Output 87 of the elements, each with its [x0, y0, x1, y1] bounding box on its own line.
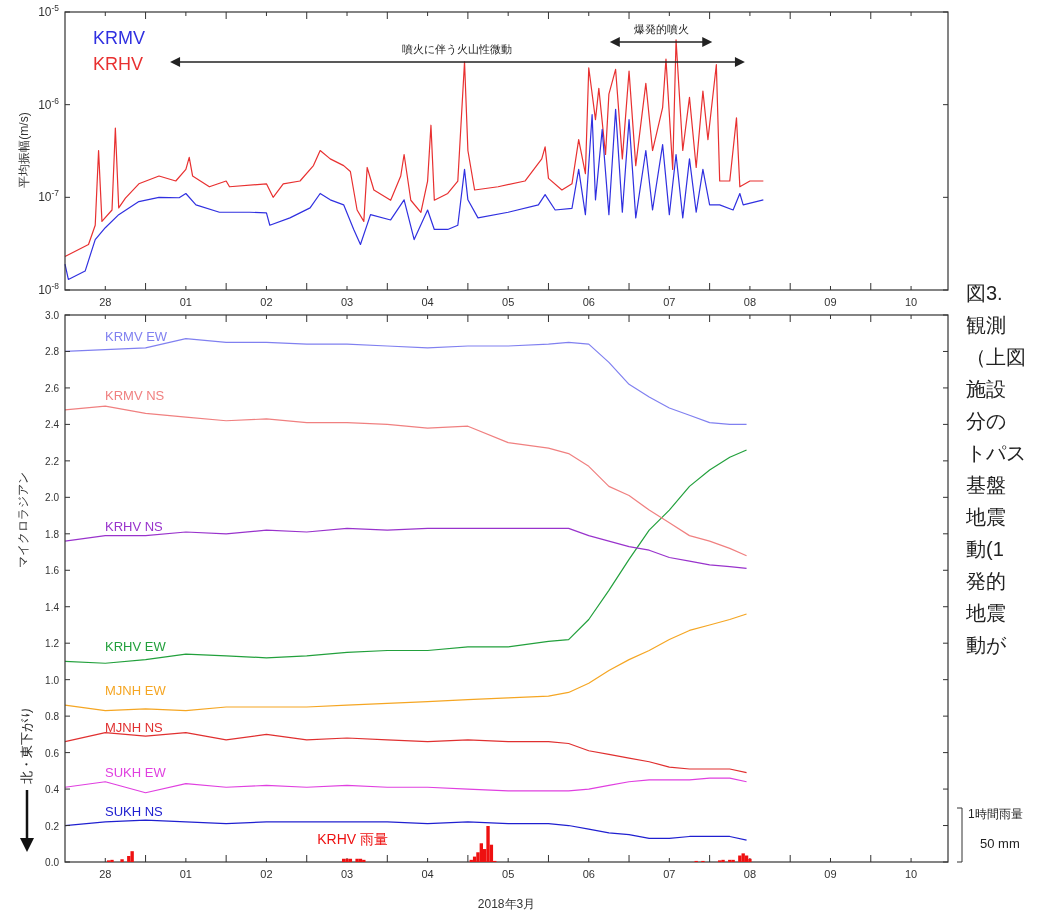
x-tick-label: 06 — [582, 296, 595, 308]
x-tick-label: 07 — [663, 868, 676, 880]
text: 地震 — [965, 602, 1006, 624]
y-tick-label: 10$^{-7}$ — [38, 188, 60, 205]
y-tick-label: 2.0 — [45, 492, 60, 504]
x-tick-label: 03 — [340, 868, 354, 880]
series-label: KRHV EW — [105, 639, 167, 655]
text: 発的 — [966, 570, 1006, 592]
y-tick-label: 1.2 — [45, 638, 60, 650]
y-tick-label: 0.4 — [45, 784, 60, 796]
y-tick-label: 0.8 — [45, 711, 60, 723]
line-series — [64, 777, 748, 794]
y-tick-label: 1.4 — [45, 601, 60, 613]
text: 分の — [966, 410, 1006, 432]
y-tick-label: 0.6 — [45, 747, 60, 759]
x-tick-label: 07 — [663, 296, 676, 308]
x-axis-title: 2018年3月 — [477, 897, 536, 911]
y-tick-label: 2.6 — [45, 382, 60, 394]
bar — [486, 826, 490, 862]
x-tick-label: 10 — [904, 868, 918, 880]
x-tick-label: 04 — [421, 296, 434, 308]
x-tick-label: 02 — [260, 868, 273, 880]
bar — [127, 855, 131, 862]
y-axis-title: マイクロラジアン — [16, 472, 30, 568]
text: 観測 — [966, 314, 1006, 336]
y-tick-label: 10$^{-6}$ — [38, 95, 60, 112]
bar — [738, 855, 742, 862]
y-tick-label: 10$^{-8}$ — [38, 281, 60, 297]
bar — [355, 858, 359, 862]
y-tick-label: 1.0 — [45, 674, 60, 686]
y-tick-label: 10$^{-5}$ — [38, 3, 60, 19]
x-tick-label: 28 — [99, 296, 112, 308]
x-tick-label: 02 — [260, 296, 273, 308]
series-label: MJNH EW — [105, 683, 167, 699]
text: 50 mm — [980, 836, 1020, 851]
x-tick-label: 04 — [421, 868, 434, 880]
x-tick-label: 09 — [824, 868, 837, 880]
line-series — [64, 108, 764, 281]
series-label: MJNH NS — [105, 719, 164, 735]
text: 1時間雨量 — [968, 807, 1023, 821]
bar — [130, 851, 134, 862]
x-tick-label: 06 — [582, 868, 595, 880]
text: 北・東下がり — [19, 706, 34, 784]
y-tick-label: 0.0 — [45, 857, 60, 868]
x-tick-label: 05 — [502, 868, 515, 880]
text: （上図 — [966, 346, 1026, 368]
x-tick-label: 08 — [743, 868, 757, 880]
x-tick-label: 01 — [179, 296, 192, 308]
bar — [741, 853, 745, 862]
text: 施設 — [966, 378, 1006, 400]
series-label: KRMV NS — [105, 387, 165, 403]
line-series — [64, 405, 748, 557]
y-tick-label: 2.4 — [45, 419, 60, 431]
text: 動が — [966, 634, 1007, 656]
x-tick-label: 05 — [502, 296, 515, 308]
bar — [120, 859, 124, 862]
annotation: 噴火に伴う火山性微動 — [402, 43, 513, 57]
bar — [110, 859, 114, 862]
series-label: KRHV 雨量 — [317, 831, 389, 847]
series-label: SUKH EW — [105, 765, 167, 781]
x-tick-label: 09 — [824, 296, 837, 308]
x-tick-label: 28 — [99, 868, 112, 880]
y-tick-label: 1.8 — [45, 528, 60, 540]
line-series — [64, 449, 748, 664]
x-tick-label: 10 — [904, 296, 918, 308]
y-tick-label: 1.6 — [45, 565, 60, 577]
annotation: 爆発的噴火 — [633, 23, 689, 36]
text: KRHV — [93, 54, 144, 74]
text: 地震 — [965, 506, 1006, 528]
x-tick-label: 08 — [743, 296, 757, 308]
text: 動(1 — [966, 538, 1004, 560]
line-series — [64, 613, 748, 712]
y-tick-label: 0.2 — [45, 820, 60, 832]
y-tick-label: 2.8 — [45, 346, 60, 358]
series-label: KRHV NS — [105, 519, 164, 535]
x-tick-label: 01 — [179, 868, 192, 880]
series-label: KRMV EW — [105, 329, 168, 345]
text: KRMV — [93, 28, 146, 48]
x-tick-label: 03 — [340, 296, 354, 308]
bar — [479, 843, 483, 862]
text: 基盤 — [966, 474, 1006, 496]
y-axis-title: 平均振幅(m/s) — [17, 112, 31, 188]
series-label: SUKH NS — [105, 803, 164, 819]
y-tick-label: 3.0 — [45, 310, 60, 321]
caption: 図3. — [966, 282, 1003, 304]
y-tick-label: 2.2 — [45, 455, 60, 467]
text: トパス — [966, 442, 1026, 464]
